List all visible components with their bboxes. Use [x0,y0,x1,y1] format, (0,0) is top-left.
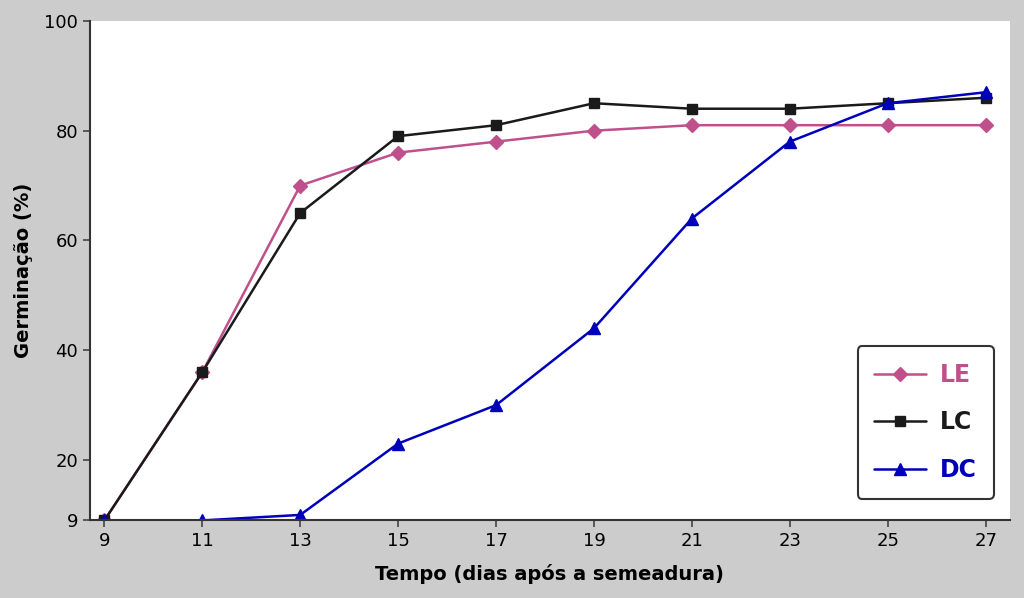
LC [783,105,796,112]
LC [686,105,698,112]
DC [98,517,111,524]
LE [98,517,111,524]
LE [489,138,502,145]
LE [980,121,992,129]
LE [197,368,209,376]
DC [294,511,306,518]
DC [588,325,600,332]
LC [882,100,894,107]
X-axis label: Tempo (dias após a semeadura): Tempo (dias após a semeadura) [376,564,724,584]
LC [489,121,502,129]
DC [882,100,894,107]
DC [783,138,796,145]
DC [980,89,992,96]
LC [392,133,404,140]
DC [686,215,698,222]
Line: DC: DC [98,87,991,526]
Line: LC: LC [99,93,990,525]
DC [197,517,209,524]
LC [294,209,306,216]
DC [392,440,404,447]
LC [98,517,111,524]
DC [489,401,502,408]
Line: LE: LE [99,120,990,525]
LE [686,121,698,129]
LE [392,149,404,156]
LE [882,121,894,129]
LE [783,121,796,129]
LC [980,94,992,101]
LE [588,127,600,135]
LC [197,368,209,376]
Legend: LE, LC, DC: LE, LC, DC [858,346,993,499]
LC [588,100,600,107]
LE [294,182,306,189]
Y-axis label: Germinação (%): Germinação (%) [14,183,33,358]
